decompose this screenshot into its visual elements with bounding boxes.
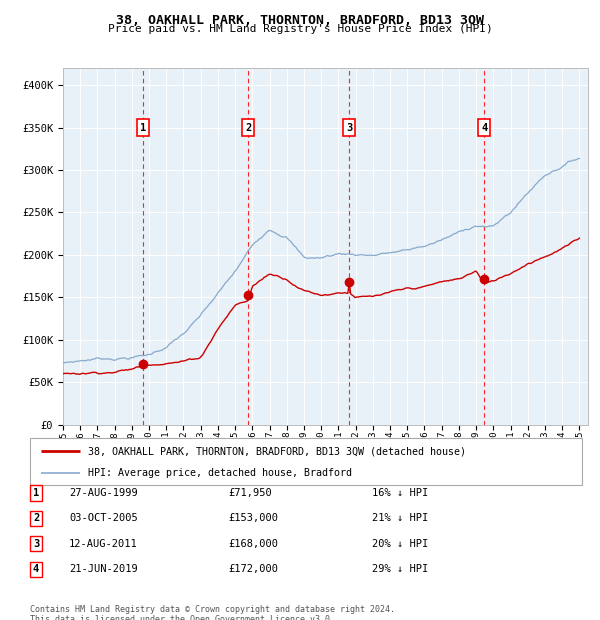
Text: 1: 1: [140, 123, 146, 133]
Text: 4: 4: [33, 564, 39, 574]
Text: 2: 2: [245, 123, 251, 133]
Text: 4: 4: [481, 123, 487, 133]
Text: Price paid vs. HM Land Registry's House Price Index (HPI): Price paid vs. HM Land Registry's House …: [107, 24, 493, 33]
Text: 38, OAKHALL PARK, THORNTON, BRADFORD, BD13 3QW (detached house): 38, OAKHALL PARK, THORNTON, BRADFORD, BD…: [88, 446, 466, 456]
Text: 27-AUG-1999: 27-AUG-1999: [69, 488, 138, 498]
Text: 3: 3: [346, 123, 352, 133]
Text: HPI: Average price, detached house, Bradford: HPI: Average price, detached house, Brad…: [88, 468, 352, 478]
Text: 1: 1: [33, 488, 39, 498]
Text: £168,000: £168,000: [228, 539, 278, 549]
Text: 3: 3: [33, 539, 39, 549]
Text: 03-OCT-2005: 03-OCT-2005: [69, 513, 138, 523]
Text: 12-AUG-2011: 12-AUG-2011: [69, 539, 138, 549]
Text: 2: 2: [33, 513, 39, 523]
Text: 16% ↓ HPI: 16% ↓ HPI: [372, 488, 428, 498]
Text: £172,000: £172,000: [228, 564, 278, 574]
Text: £153,000: £153,000: [228, 513, 278, 523]
Text: 20% ↓ HPI: 20% ↓ HPI: [372, 539, 428, 549]
Text: Contains HM Land Registry data © Crown copyright and database right 2024.
This d: Contains HM Land Registry data © Crown c…: [30, 604, 395, 620]
Text: 38, OAKHALL PARK, THORNTON, BRADFORD, BD13 3QW: 38, OAKHALL PARK, THORNTON, BRADFORD, BD…: [116, 14, 484, 27]
Text: 21% ↓ HPI: 21% ↓ HPI: [372, 513, 428, 523]
Text: 21-JUN-2019: 21-JUN-2019: [69, 564, 138, 574]
Text: 29% ↓ HPI: 29% ↓ HPI: [372, 564, 428, 574]
Text: £71,950: £71,950: [228, 488, 272, 498]
